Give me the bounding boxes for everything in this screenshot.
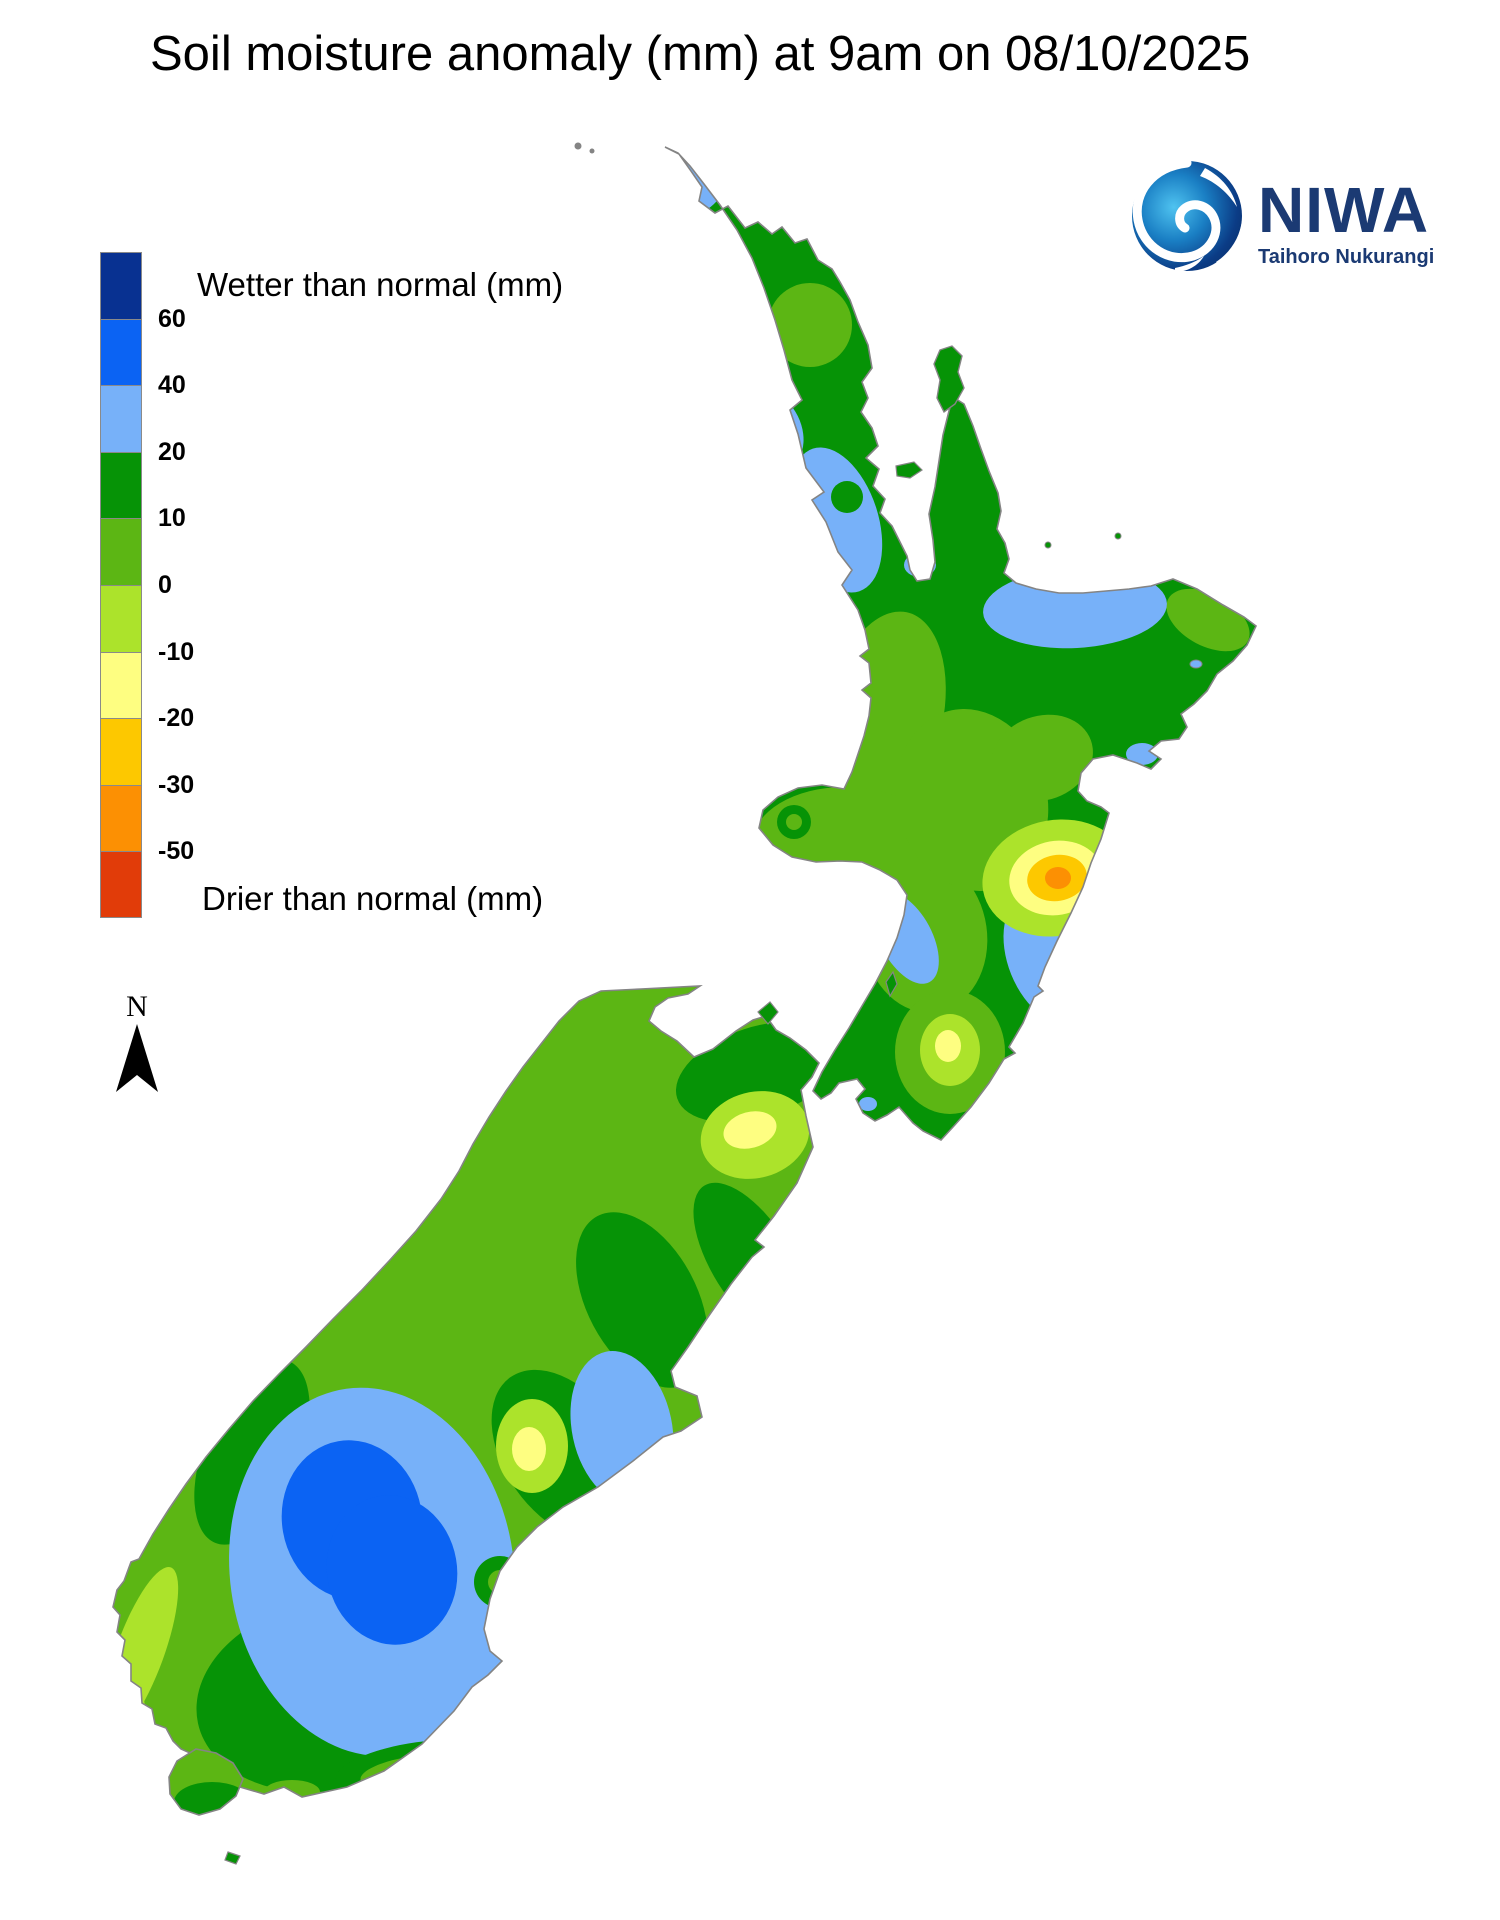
dry-spot-wairarapa (920, 1014, 980, 1086)
east-island (1190, 660, 1202, 668)
mayor-island (1045, 542, 1051, 548)
waiheke-island (896, 462, 922, 478)
three-kings-islet-2 (590, 149, 595, 154)
dry-spot-timaru (496, 1399, 568, 1493)
three-kings-islets (575, 143, 582, 150)
ruapuke-islet (225, 1852, 240, 1864)
niwa-logo-swirl-icon (1132, 161, 1244, 272)
north-arrow-icon (116, 1024, 158, 1092)
new-zealand-soil-moisture-map (0, 0, 1500, 1920)
page: Soil moisture anomaly (mm) at 9am on 08/… (0, 0, 1500, 1920)
white-island (1115, 533, 1121, 539)
south-island-anomaly-regions (80, 960, 860, 1860)
